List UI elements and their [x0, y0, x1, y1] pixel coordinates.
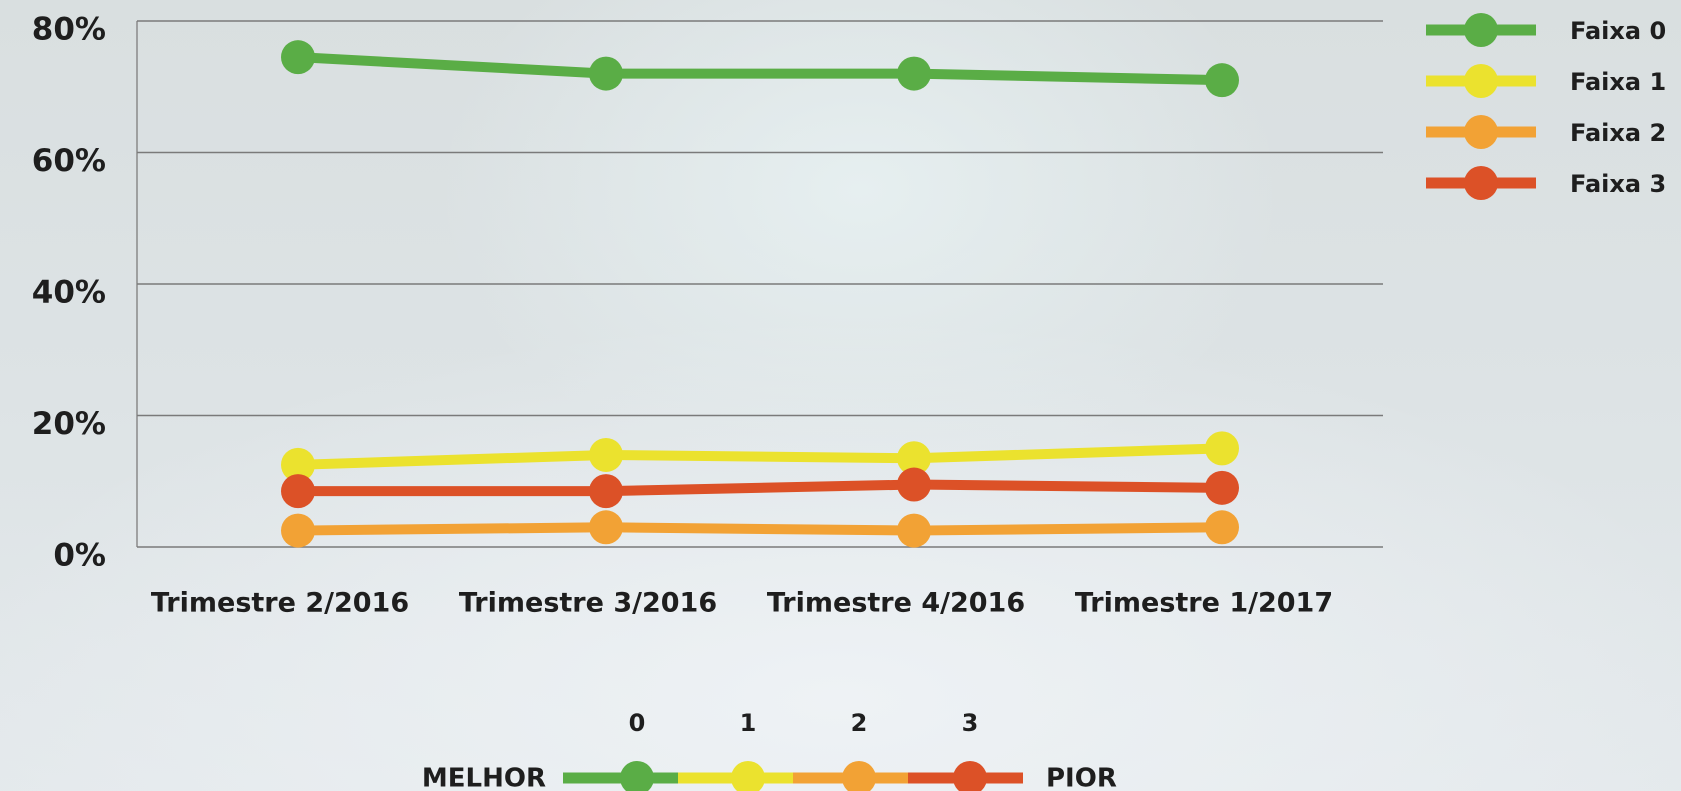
point [281, 474, 315, 509]
scale-label: 0 [629, 709, 646, 737]
scale-label: 3 [962, 709, 979, 737]
point [1205, 470, 1239, 505]
scale-marker [842, 761, 876, 791]
point [589, 56, 623, 91]
point [589, 437, 623, 472]
scale-label: 1 [740, 709, 757, 737]
y-tick-label: 20% [32, 406, 106, 442]
point [897, 467, 931, 502]
legend-label: Faixa 2 [1570, 119, 1666, 147]
scale-marker [620, 761, 654, 791]
legend-marker [1464, 115, 1498, 149]
y-tick-label: 60% [32, 143, 106, 179]
point [1205, 510, 1239, 545]
series-line [297, 52, 1223, 86]
point [897, 441, 931, 476]
scale-marker [731, 761, 765, 791]
y-tick-label: 0% [53, 538, 106, 574]
x-tick-label: Trimestre 3/2016 [459, 588, 717, 619]
x-tick-label: Trimestre 2/2016 [151, 588, 409, 619]
point [589, 510, 623, 545]
scale-left-label: MELHOR [422, 764, 546, 791]
legend-label: Faixa 3 [1570, 170, 1666, 198]
y-tick-label: 40% [32, 275, 106, 311]
point [1205, 431, 1239, 466]
legend-marker [1464, 13, 1498, 47]
legend-marker [1464, 64, 1498, 98]
series-line [297, 443, 1223, 470]
legend-marker [1464, 166, 1498, 200]
series-line [297, 522, 1223, 536]
series-line [298, 479, 1223, 497]
x-tick-label: Trimestre 4/2016 [767, 588, 1025, 619]
point [281, 513, 315, 548]
point [1205, 63, 1239, 98]
y-tick-label: 80% [32, 12, 106, 48]
point [897, 56, 931, 91]
point [281, 40, 315, 75]
scale-right-label: PIOR [1046, 764, 1117, 791]
legend-label: Faixa 0 [1570, 17, 1666, 45]
x-tick-label: Trimestre 1/2017 [1075, 588, 1333, 619]
point [281, 447, 315, 482]
legend-label: Faixa 1 [1570, 68, 1666, 96]
point [897, 513, 931, 548]
scale-marker [953, 761, 987, 791]
point [589, 474, 623, 509]
scale-label: 2 [851, 709, 868, 737]
